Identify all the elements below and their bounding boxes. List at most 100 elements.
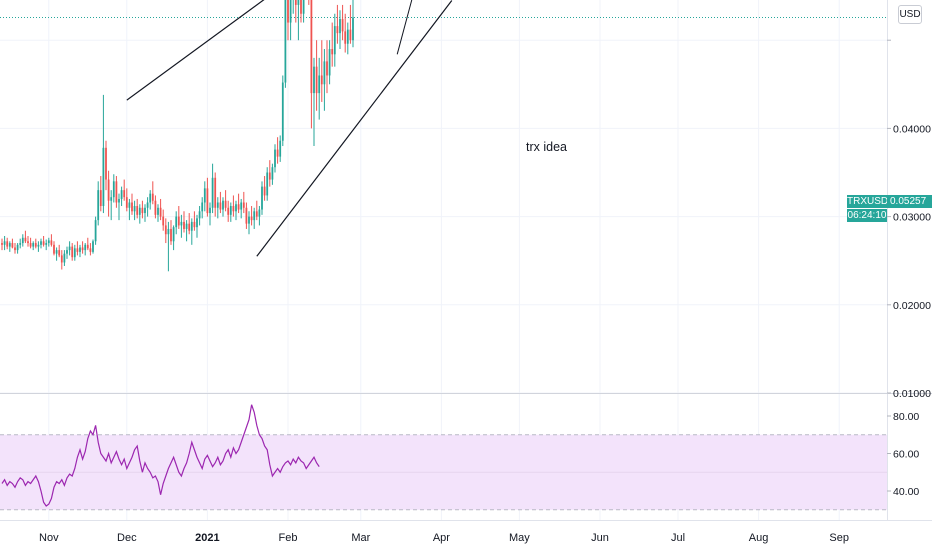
candle-body[interactable] [118, 198, 120, 203]
candle-body[interactable] [250, 216, 253, 221]
candles[interactable] [1, 0, 354, 272]
candle-body[interactable] [115, 181, 118, 203]
candle-body[interactable] [170, 228, 172, 242]
candle-body[interactable] [336, 26, 339, 34]
candle-body[interactable] [258, 209, 261, 217]
candle-body[interactable] [29, 243, 32, 247]
candle-body[interactable] [266, 172, 269, 196]
candle-body[interactable] [94, 220, 97, 242]
candle-body[interactable] [222, 200, 224, 210]
candle-body[interactable] [185, 223, 188, 229]
candle-body[interactable] [55, 250, 58, 254]
candle-body[interactable] [209, 207, 211, 214]
candle-body[interactable] [261, 186, 263, 210]
candle-body[interactable] [76, 248, 79, 252]
candle-body[interactable] [112, 181, 115, 198]
candle-body[interactable] [196, 218, 198, 228]
candle-body[interactable] [1, 243, 3, 245]
candle-body[interactable] [326, 61, 328, 76]
candle-body[interactable] [341, 19, 344, 32]
candle-body[interactable] [66, 250, 68, 254]
candle-body[interactable] [128, 202, 131, 208]
candle-body[interactable] [344, 31, 347, 44]
candle-body[interactable] [323, 61, 326, 85]
candle-body[interactable] [3, 241, 6, 245]
candle-body[interactable] [219, 202, 222, 210]
trendline[interactable] [256, 0, 453, 257]
candle-body[interactable] [125, 197, 128, 208]
candle-body[interactable] [211, 177, 214, 208]
drawings[interactable] [126, 0, 453, 257]
candle-body[interactable] [274, 149, 276, 168]
candle-body[interactable] [97, 190, 100, 221]
candle-body[interactable] [279, 140, 282, 157]
candle-body[interactable] [287, 0, 289, 23]
candle-body[interactable] [206, 188, 209, 214]
candle-body[interactable] [11, 243, 14, 248]
candle-body[interactable] [268, 172, 271, 180]
candle-body[interactable] [175, 216, 178, 228]
candle-body[interactable] [229, 206, 232, 215]
candle-body[interactable] [188, 223, 191, 231]
candle-body[interactable] [242, 202, 245, 208]
candle-body[interactable] [159, 207, 162, 217]
candle-body[interactable] [318, 75, 321, 94]
candle-body[interactable] [141, 207, 144, 214]
candle-body[interactable] [284, 0, 287, 83]
candle-body[interactable] [224, 200, 227, 208]
candle-body[interactable] [237, 204, 240, 210]
candle-body[interactable] [154, 200, 157, 215]
candle-body[interactable] [203, 188, 206, 203]
candle-body[interactable] [138, 207, 141, 215]
candle-body[interactable] [107, 179, 110, 201]
candle-body[interactable] [71, 246, 74, 258]
candle-body[interactable] [102, 147, 105, 207]
candle-body[interactable] [16, 244, 19, 251]
candle-body[interactable] [253, 211, 256, 221]
candle-body[interactable] [255, 211, 258, 217]
candle-body[interactable] [42, 241, 45, 245]
candle-body[interactable] [263, 186, 266, 196]
candle-body[interactable] [328, 49, 331, 76]
candle-body[interactable] [40, 241, 42, 245]
candle-body[interactable] [232, 206, 235, 212]
candle-body[interactable] [180, 221, 183, 226]
candle-body[interactable] [320, 75, 323, 85]
candle-body[interactable] [146, 202, 149, 208]
candle-body[interactable] [86, 244, 89, 249]
candle-body[interactable] [133, 206, 136, 212]
candle-body[interactable] [216, 202, 219, 208]
annotation-text[interactable]: trx idea [526, 140, 567, 154]
candle-body[interactable] [281, 82, 284, 141]
candle-body[interactable] [313, 66, 315, 94]
candle-body[interactable] [14, 247, 16, 251]
candle-body[interactable] [60, 255, 63, 263]
candle-body[interactable] [21, 237, 24, 244]
candle-body[interactable] [120, 190, 123, 199]
candle-body[interactable] [183, 221, 185, 229]
currency-button[interactable]: USD [898, 5, 922, 24]
candle-body[interactable] [92, 241, 94, 252]
candle-body[interactable] [144, 207, 146, 214]
candle-body[interactable] [136, 206, 139, 215]
candle-body[interactable] [24, 237, 27, 242]
candle-body[interactable] [73, 248, 76, 258]
candle-body[interactable] [276, 149, 279, 157]
candle-body[interactable] [47, 240, 50, 244]
candle-body[interactable] [162, 216, 165, 226]
candle-body[interactable] [79, 247, 81, 252]
candle-body[interactable] [6, 241, 9, 247]
candle-body[interactable] [214, 177, 217, 208]
candle-body[interactable] [227, 207, 230, 215]
trendline[interactable] [126, 0, 452, 101]
candle-body[interactable] [68, 246, 71, 251]
candle-body[interactable] [58, 250, 61, 256]
candle-body[interactable] [8, 243, 11, 247]
candle-body[interactable] [157, 207, 159, 215]
candle-body[interactable] [19, 243, 22, 245]
price-axis[interactable]: 0.090000.080000.070000.060000.050000.040… [887, 0, 931, 400]
candle-body[interactable] [315, 66, 318, 94]
candle-body[interactable] [177, 216, 180, 226]
candle-body[interactable] [297, 0, 300, 5]
candle-body[interactable] [352, 17, 354, 41]
